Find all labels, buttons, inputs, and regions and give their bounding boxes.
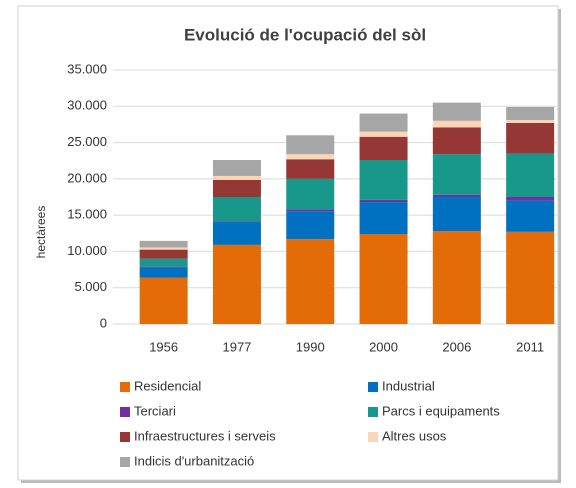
y-tick-label: 30.000 xyxy=(67,98,107,113)
legend-swatch xyxy=(120,457,130,467)
legend-swatch xyxy=(120,432,130,442)
bar-segment xyxy=(359,199,408,203)
bar-segment xyxy=(139,258,188,267)
legend-swatch xyxy=(368,407,378,417)
bar-segment xyxy=(139,277,188,324)
bar-segment xyxy=(506,200,555,232)
y-tick-label: 15.000 xyxy=(67,207,107,222)
bar-segment xyxy=(139,266,188,268)
legend-label: Altres usos xyxy=(382,428,447,443)
bar-segment xyxy=(212,221,261,223)
bar-segment xyxy=(286,154,335,160)
x-tick-label: 1977 xyxy=(222,339,251,354)
y-tick-label: 35.000 xyxy=(67,61,107,76)
x-tick-label: 2011 xyxy=(516,339,544,354)
bar-segment xyxy=(432,194,481,197)
y-tick-label: 25.000 xyxy=(67,134,107,149)
bar-segment xyxy=(286,135,335,155)
bar-segment xyxy=(212,179,261,197)
legend-label: Parcs i equipaments xyxy=(382,403,500,418)
bar-segment xyxy=(139,267,188,278)
bar-segment xyxy=(359,113,408,132)
bar-segment xyxy=(359,234,408,324)
y-tick-label: 0 xyxy=(100,315,107,330)
x-tick-label: 1990 xyxy=(296,339,325,354)
bar-segment xyxy=(432,127,481,155)
legend-swatch xyxy=(368,432,378,442)
bar-segment xyxy=(139,249,188,259)
bar-segment xyxy=(432,231,481,324)
bar-segment xyxy=(286,159,335,179)
x-tick-label: 2000 xyxy=(369,339,398,354)
bar-segment xyxy=(506,122,555,154)
legend-swatch xyxy=(120,407,130,417)
y-tick-label: 5.000 xyxy=(74,279,107,294)
legend-label: Infraestructures i serveis xyxy=(134,428,276,443)
y-tick-label: 20.000 xyxy=(67,170,107,185)
bar-segment xyxy=(359,131,408,137)
bar-segment xyxy=(432,197,481,232)
bar-segment xyxy=(506,120,555,123)
bar-segment xyxy=(359,159,408,200)
bar-segment xyxy=(506,231,555,324)
bar-segment xyxy=(286,178,335,210)
x-tick-label: 2006 xyxy=(442,339,471,354)
bar-segment xyxy=(432,120,481,128)
y-tick-label: 10.000 xyxy=(67,243,107,258)
bar-segment xyxy=(286,211,335,240)
bar-segment xyxy=(286,209,335,212)
bar-segment xyxy=(506,197,555,201)
bar-segment xyxy=(139,240,188,248)
bar-segment xyxy=(212,244,261,324)
legend-label: Industrial xyxy=(382,378,435,393)
legend-swatch xyxy=(368,382,378,392)
bar-segment xyxy=(359,136,408,160)
bar-segment xyxy=(506,153,555,197)
bar-segment xyxy=(432,102,481,121)
chart-title: Evolució de l'ocupació del sòl xyxy=(184,25,426,44)
bar-segment xyxy=(212,159,261,176)
legend-label: Indicis d'urbanització xyxy=(134,453,254,468)
y-axis-label: hectàrees xyxy=(34,206,48,259)
legend-label: Terciari xyxy=(134,403,176,418)
x-tick-label: 1956 xyxy=(149,339,178,354)
bar-segment xyxy=(432,154,481,195)
bar-segment xyxy=(212,175,261,180)
bar-segment xyxy=(506,107,555,121)
bar-segment xyxy=(286,239,335,324)
bar-segment xyxy=(212,197,261,222)
legend-label: Residencial xyxy=(134,378,201,393)
bar-segment xyxy=(359,202,408,235)
bar-segment xyxy=(139,247,188,250)
legend-swatch xyxy=(120,382,130,392)
bar-segment xyxy=(212,222,261,245)
